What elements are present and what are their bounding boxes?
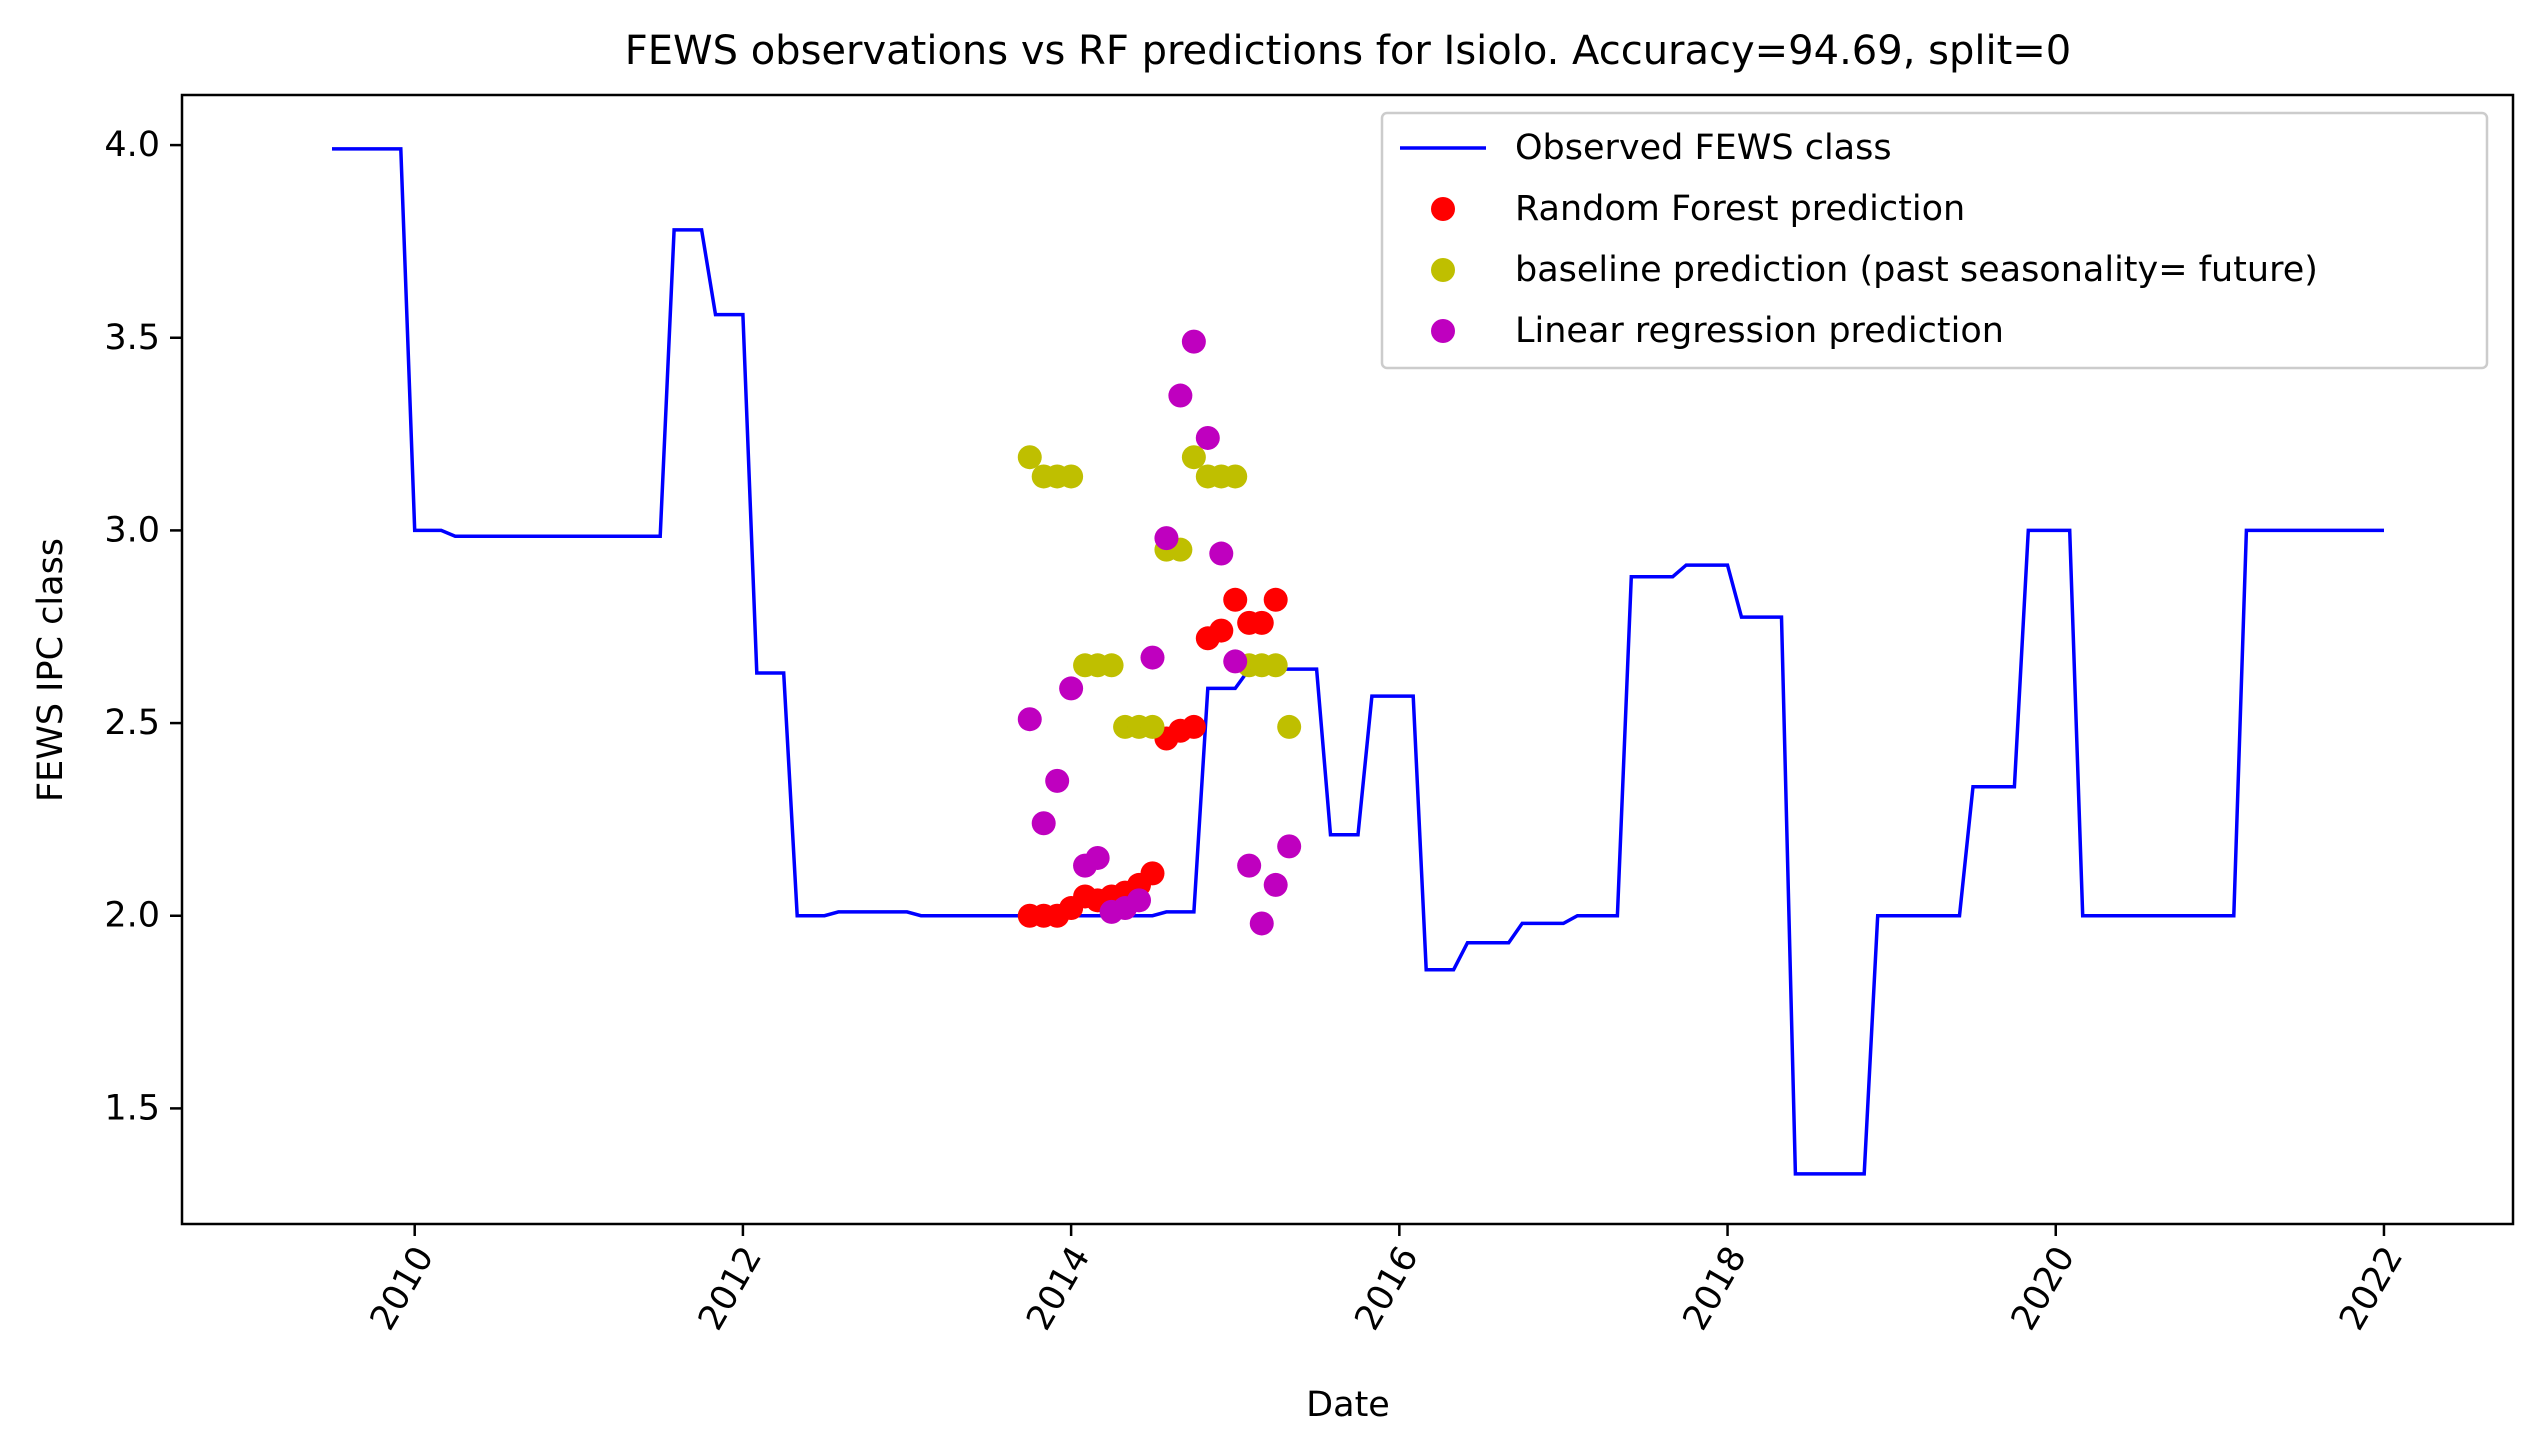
plot-area	[332, 147, 2384, 1176]
data-point	[1223, 649, 1248, 674]
data-point	[1140, 861, 1165, 886]
chart-title: FEWS observations vs RF predictions for …	[625, 28, 2071, 74]
series-1-points	[1017, 587, 1288, 928]
data-point	[1209, 618, 1234, 643]
legend-marker-swatch	[1431, 258, 1455, 282]
data-point	[1059, 464, 1084, 489]
y-tick-label: 3.0	[104, 510, 160, 550]
y-tick-label: 4.0	[104, 125, 160, 165]
data-point	[1277, 714, 1302, 739]
legend: Observed FEWS class Random Forest predict…	[1380, 111, 2489, 370]
data-point	[1154, 526, 1179, 551]
x-axis-label: Date	[1306, 1385, 1390, 1425]
data-point	[1263, 872, 1288, 897]
data-point	[1249, 911, 1274, 936]
data-point	[1277, 834, 1302, 859]
data-point	[1249, 610, 1274, 635]
data-point	[1181, 329, 1206, 354]
legend-marker-swatch	[1431, 197, 1455, 221]
legend-label: Linear regression prediction	[1515, 311, 2004, 351]
legend-marker-swatch	[1431, 319, 1455, 343]
plot-frame	[180, 93, 2515, 1226]
y-axis-label: FEWS IPC class	[31, 538, 71, 802]
data-point	[1223, 587, 1248, 612]
data-point	[1209, 541, 1234, 566]
data-point	[1181, 714, 1206, 739]
data-point	[1140, 645, 1165, 670]
legend-label: Random Forest prediction	[1515, 189, 1965, 229]
data-point	[1017, 445, 1042, 470]
data-point	[1045, 768, 1070, 793]
data-point	[1263, 587, 1288, 612]
series-3-points	[1017, 329, 1302, 936]
data-point	[1181, 445, 1206, 470]
data-point	[1017, 707, 1042, 732]
data-point	[1168, 383, 1193, 408]
data-point	[1263, 653, 1288, 678]
data-point	[1223, 464, 1248, 489]
y-tick-label: 2.5	[104, 703, 160, 743]
data-point	[1127, 888, 1152, 913]
data-point	[1140, 714, 1165, 739]
y-tick-label: 3.5	[104, 318, 160, 358]
data-point	[1059, 676, 1084, 701]
data-point	[1031, 811, 1056, 836]
legend-label: Observed FEWS class	[1515, 128, 1892, 168]
y-tick-label: 1.5	[104, 1088, 160, 1128]
data-point	[1237, 853, 1262, 878]
data-point	[1099, 653, 1124, 678]
series-line-observed	[332, 147, 2384, 1176]
y-tick-label: 2.0	[104, 896, 160, 936]
data-point	[1195, 425, 1220, 450]
legend-box	[1380, 111, 2489, 370]
data-point	[1085, 845, 1110, 870]
legend-label: baseline prediction (past seasonality= f…	[1515, 250, 2318, 290]
